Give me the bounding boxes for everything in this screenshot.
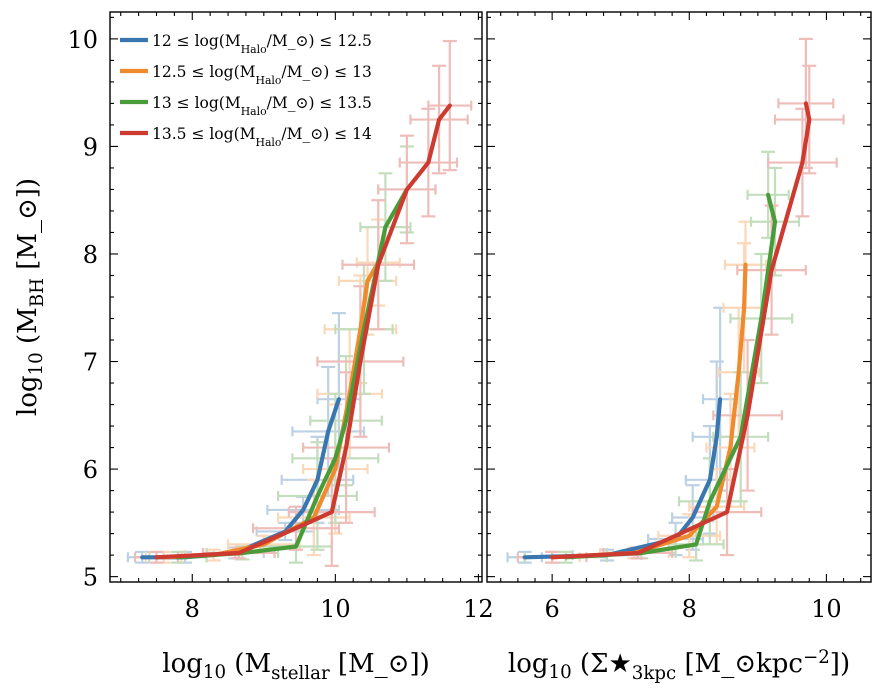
- x-tick-label: 12: [463, 595, 494, 623]
- x-tick-label: 10: [811, 595, 842, 623]
- ticks-right: [487, 12, 871, 582]
- legend-entry: 12.5 ≤ log(MHalo/M_⊙) ≤ 13: [152, 63, 372, 87]
- x-tick-label: 8: [185, 595, 200, 623]
- y-axis-label: log10 (MBH [M_⊙]): [13, 178, 48, 416]
- x-axis-label: log10 (Mstellar [M_⊙]): [162, 649, 430, 684]
- y-tick-label: 8: [83, 241, 98, 269]
- panel-right: 6 8 10 log10 (Σ★3kpc [M_⊙kpc−2]): [486, 11, 872, 684]
- y-tick-label: 5: [83, 564, 98, 592]
- ticks-left: [110, 12, 482, 582]
- legend-entry: 12 ≤ log(MHalo/M_⊙) ≤ 12.5: [152, 32, 372, 56]
- x-axis-label: log10 (Σ★3kpc [M_⊙kpc−2]): [508, 647, 850, 684]
- series-line-4: [550, 101, 812, 560]
- x-tick-label: 8: [682, 595, 697, 623]
- panel-left: 8 10 12 5 6 7 8 9 10 log10 (MBH [M_⊙]) log10 (Mste…: [13, 11, 494, 684]
- legend-entry: 13 ≤ log(MHalo/M_⊙) ≤ 13.5: [152, 94, 372, 118]
- legend-entry: 13.5 ≤ log(MHalo/M_⊙) ≤ 14: [152, 125, 372, 149]
- series-line-4: [154, 103, 452, 560]
- x-tick-label: 10: [320, 595, 351, 623]
- y-tick-label: 7: [83, 349, 98, 377]
- series-line-3: [563, 192, 778, 560]
- y-tick-label: 9: [83, 133, 98, 161]
- y-tick-label: 6: [83, 456, 98, 484]
- y-tick-label: 10: [67, 26, 98, 54]
- x-tick-label: 6: [545, 595, 560, 623]
- legend: 12 ≤ log(MHalo/M_⊙) ≤ 12.5 12.5 ≤ log(MHa…: [120, 32, 372, 149]
